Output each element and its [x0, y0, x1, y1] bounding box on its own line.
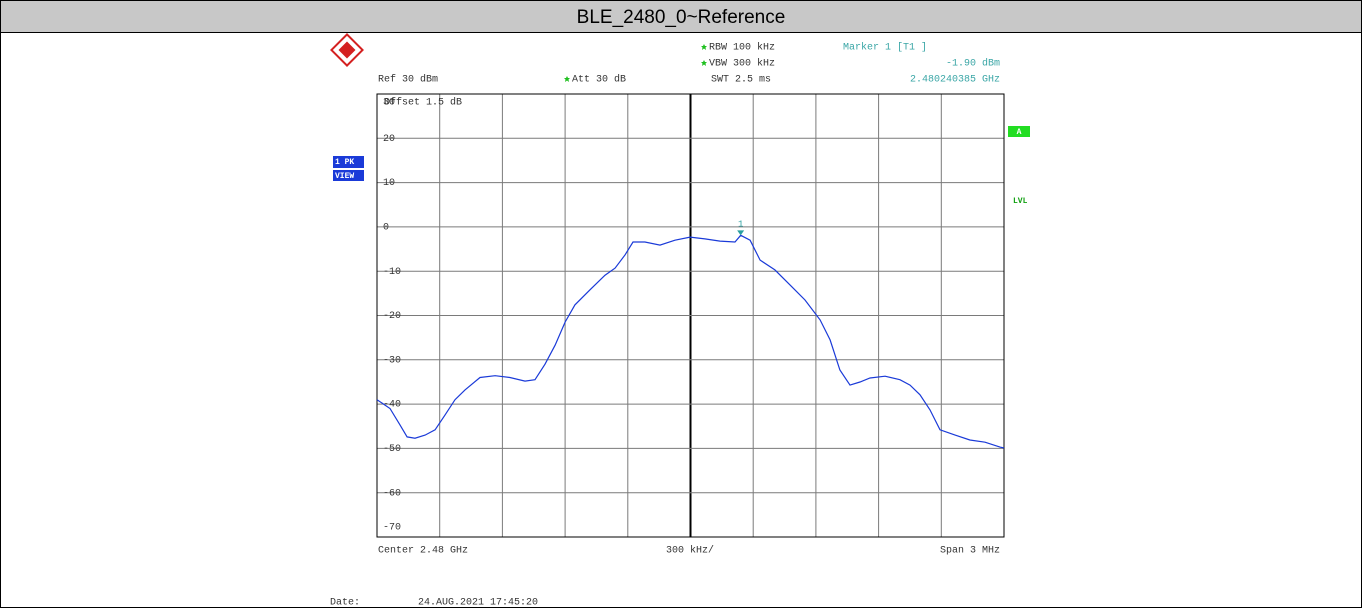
y-tick-label: -50	[383, 444, 401, 455]
y-tick-label: 30	[383, 98, 395, 109]
y-tick-label: -60	[383, 488, 401, 499]
vbw: VBW 300 kHz	[709, 58, 775, 70]
ref-level: Ref 30 dBm	[378, 74, 438, 86]
y-tick-label: -30	[383, 355, 401, 366]
y-tick-label: 0	[383, 223, 389, 234]
marker	[737, 230, 745, 236]
marker-level: -1.90 dBm	[946, 58, 1000, 70]
trace	[376, 234, 1005, 449]
attenuation: Att 30 dB	[572, 74, 626, 86]
marker-title: Marker 1 [T1 ]	[843, 42, 927, 54]
date: 24.AUG.2021 17:45:20	[418, 598, 538, 608]
y-tick-label: -10	[383, 267, 401, 278]
plot: 30 20 10 0 -10 -20 -30 -40 -50 -60 -70 1	[376, 93, 1005, 538]
sweep-time: SWT 2.5 ms	[711, 75, 771, 86]
chart-title: BLE_2480_0~Reference	[577, 7, 786, 28]
y-tick-label: -20	[383, 311, 401, 322]
star	[564, 76, 570, 82]
lvl-label: LVL	[1013, 197, 1028, 206]
star	[701, 60, 707, 66]
view-box	[333, 170, 364, 181]
star	[701, 44, 707, 50]
title-bar	[0, 0, 1362, 33]
y-tick-label: 20	[383, 134, 395, 145]
a-box	[1008, 126, 1030, 137]
center-frequency: Center 2.48 GHz	[378, 546, 468, 557]
date-label: Date:	[330, 598, 360, 608]
plot-border	[376, 93, 1005, 538]
y-tick-label: -40	[383, 400, 401, 411]
trace-box	[333, 156, 364, 168]
marker-frequency: 2.480240385 GHz	[910, 75, 1000, 86]
marker-label: 1	[738, 220, 743, 230]
rbw: RBW 100 kHz	[709, 42, 775, 54]
y-tick-label: 10	[383, 178, 395, 189]
offset: Offset 1.5 dB	[384, 97, 462, 109]
a-label: A	[1017, 128, 1022, 137]
division: 300 kHz/	[666, 545, 714, 557]
view-label: VIEW	[335, 172, 354, 181]
y-tick-label: -70	[383, 523, 401, 534]
span: Span 3 MHz	[940, 546, 1000, 557]
trace-label: 1 PK	[335, 158, 354, 167]
